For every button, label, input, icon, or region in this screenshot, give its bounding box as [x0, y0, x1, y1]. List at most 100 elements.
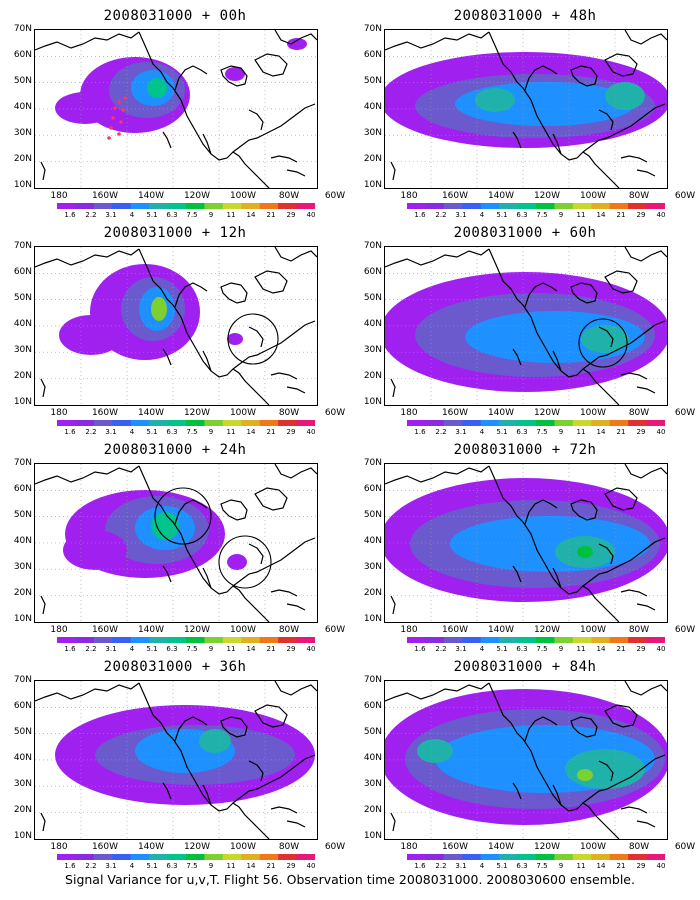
colorbar-label: 3.1: [455, 645, 467, 653]
lat-tick-label: 20N: [363, 371, 382, 381]
colorbar-label: 14: [246, 862, 256, 870]
lat-tick-label: 20N: [363, 805, 382, 815]
lon-tick-label: 120W: [183, 842, 211, 852]
coastline: [162, 565, 172, 583]
coastline: [624, 681, 667, 696]
colorbar-label: 2.2: [85, 645, 97, 653]
colorbar-swatch: [204, 854, 224, 860]
colorbar-label: 11: [226, 645, 236, 653]
colorbar-swatch: [167, 637, 187, 643]
lat-tick-label: 30N: [363, 345, 382, 355]
variance-map: [35, 681, 317, 839]
lon-tick-label: 60W: [324, 625, 346, 635]
colorbar-swatch: [572, 854, 592, 860]
colorbar-swatch: [407, 637, 426, 643]
colorbar-swatch: [259, 637, 279, 643]
colorbar-swatch: [204, 637, 224, 643]
colorbar-swatch: [443, 854, 463, 860]
variance-contour: [475, 88, 515, 112]
colorbar-swatch: [462, 203, 482, 209]
coastline: [274, 30, 317, 45]
coastline: [620, 589, 648, 597]
lon-tick-label: 120W: [533, 408, 561, 418]
colorbar-swatch: [93, 854, 113, 860]
colorbar-swatch: [425, 637, 445, 643]
colorbar-label: 6.3: [166, 428, 178, 436]
lat-tick-label: 60N: [13, 267, 32, 277]
flight-track-point: [119, 120, 123, 124]
colorbar-label: 1.6: [414, 428, 426, 436]
colorbar-swatch: [536, 203, 555, 209]
lat-tick-label: 70N: [13, 24, 32, 34]
colorbar-swatch: [646, 203, 665, 209]
colorbar-label: 21: [266, 211, 276, 219]
lat-tick-label: 50N: [363, 510, 382, 520]
colorbar-swatch: [241, 854, 261, 860]
map-panel-12h: 2008031000 + 12h 70N 60N 50N 40N 30N 20N 10N 180…: [0, 217, 350, 442]
colorbar-swatch: [57, 420, 76, 426]
colorbar-swatch: [407, 854, 426, 860]
colorbar: [407, 420, 665, 426]
coastline: [286, 169, 306, 177]
lat-tick-label: 30N: [13, 345, 32, 355]
coastline: [636, 820, 656, 828]
variance-contour: [577, 769, 593, 781]
colorbar-label: 14: [246, 428, 256, 436]
coastline: [624, 247, 667, 262]
coastline: [138, 248, 270, 405]
colorbar-label: 21: [266, 645, 276, 653]
coastline: [270, 589, 298, 597]
colorbar-label: 14: [596, 428, 606, 436]
lon-tick-label: 180: [50, 842, 68, 852]
coastline: [232, 103, 316, 153]
colorbar-swatch: [499, 203, 519, 209]
coastline: [512, 782, 522, 800]
colorbar-swatch: [480, 420, 500, 426]
coastline: [604, 704, 638, 728]
variance-contour: [581, 325, 629, 353]
coastline: [248, 109, 264, 131]
lon-tick-label: 80W: [628, 408, 650, 418]
lon-tick-label: 160W: [91, 191, 119, 201]
lat-tick-label: 60N: [363, 701, 382, 711]
lon-tick-label: 120W: [533, 625, 561, 635]
colorbar-swatch: [425, 854, 445, 860]
coastline: [248, 760, 264, 782]
variance-contour: [227, 333, 243, 345]
coastline: [248, 543, 264, 565]
colorbar: [407, 203, 665, 209]
variance-contour: [151, 297, 167, 321]
colorbar-swatch: [554, 420, 574, 426]
colorbar-label: 1.6: [414, 862, 426, 870]
lat-tick-label: 50N: [363, 76, 382, 86]
colorbar-swatch: [646, 637, 665, 643]
colorbar-label: 1.6: [64, 645, 76, 653]
variance-map: [385, 30, 667, 188]
colorbar-swatch: [554, 203, 574, 209]
coastline: [174, 282, 208, 308]
coastline: [512, 131, 522, 149]
lon-tick-label: 100W: [579, 408, 607, 418]
coastline: [232, 320, 316, 370]
panel-title: 2008031000 + 48h: [453, 8, 597, 24]
colorbar-swatch: [591, 203, 611, 209]
lat-tick-label: 60N: [363, 50, 382, 60]
coastline: [570, 716, 598, 738]
colorbar-swatch: [499, 854, 519, 860]
map-panel-60h: 2008031000 + 60h 70N 60N 50N 40N 30N 20N 10N 180…: [350, 217, 700, 442]
colorbar-label: 14: [246, 211, 256, 219]
colorbar-label: 9: [208, 862, 214, 870]
colorbar-label: 29: [286, 862, 296, 870]
lat-tick-label: 10N: [363, 831, 382, 841]
lat-tick-label: 30N: [363, 779, 382, 789]
lat-tick-label: 40N: [363, 319, 382, 329]
lat-tick-label: 40N: [13, 102, 32, 112]
colorbar-label: 14: [246, 645, 256, 653]
colorbar-swatch: [130, 854, 150, 860]
colorbar-swatch: [75, 203, 95, 209]
coastline: [570, 282, 598, 304]
colorbar-label: 3.1: [455, 862, 467, 870]
coastline: [552, 133, 562, 155]
coastline: [636, 169, 656, 177]
lat-tick-label: 40N: [13, 753, 32, 763]
